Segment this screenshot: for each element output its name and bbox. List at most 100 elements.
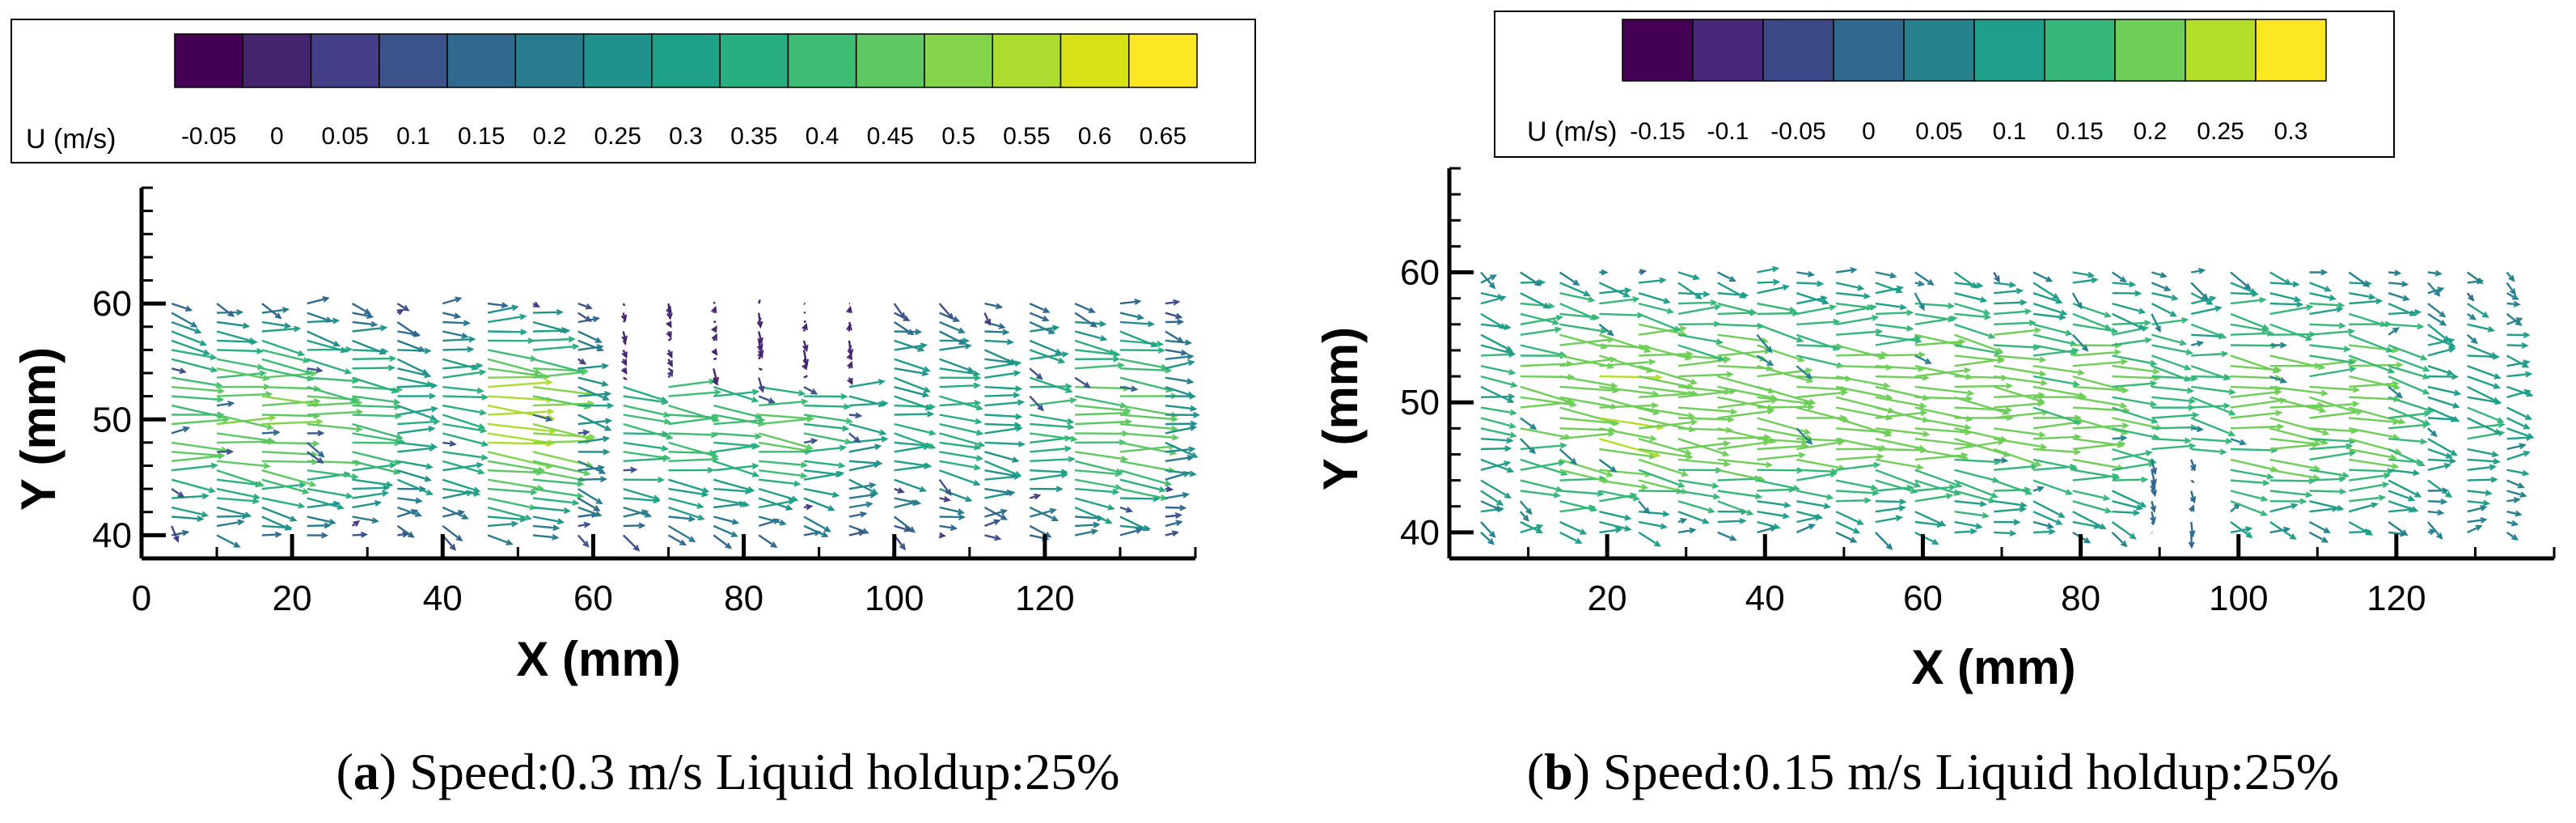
- velocity-vector-head: [1131, 385, 1139, 392]
- velocity-vector: [1165, 426, 1196, 435]
- velocity-vector: [2388, 448, 2425, 467]
- velocity-vector-head: [1829, 304, 1838, 311]
- velocity-vector: [2309, 427, 2357, 433]
- velocity-vector-head: [2077, 369, 2086, 376]
- velocity-vector: [2151, 313, 2161, 332]
- velocity-vector-head: [1863, 292, 1872, 299]
- velocity-vector: [1994, 375, 2046, 384]
- velocity-vector: [2348, 333, 2392, 353]
- velocity-vector-head: [2152, 367, 2160, 375]
- velocity-vector: [1519, 500, 1532, 515]
- velocity-vector-head: [875, 460, 883, 467]
- velocity-vector-head: [227, 401, 235, 408]
- velocity-vector-head: [1542, 302, 1551, 309]
- velocity-vector-head: [1015, 385, 1023, 392]
- velocity-vector-head: [958, 327, 966, 333]
- velocity-vector: [1075, 412, 1129, 416]
- velocity-vector-head: [2239, 439, 2247, 446]
- velocity-vector: [1480, 312, 1506, 329]
- velocity-vector: [216, 371, 265, 379]
- velocity-vector-head: [2079, 392, 2087, 399]
- velocity-vector: [939, 401, 980, 407]
- velocity-vector-head: [958, 338, 967, 345]
- velocity-vector: [2309, 477, 2345, 481]
- velocity-vector-head: [756, 343, 763, 351]
- velocity-vector-head: [1496, 293, 1504, 300]
- velocity-vector-head: [1525, 507, 1533, 515]
- velocity-vector-head: [430, 443, 438, 450]
- velocity-vector: [171, 339, 209, 355]
- velocity-vector-head: [2259, 296, 2267, 303]
- velocity-vector-head: [2290, 503, 2299, 510]
- velocity-vector-head: [974, 400, 982, 406]
- velocity-vector-head: [1832, 344, 1841, 351]
- velocity-vector: [487, 522, 518, 528]
- velocity-vector-head: [2186, 387, 2195, 394]
- velocity-vector-head: [1607, 329, 1614, 337]
- velocity-vector-head: [1182, 491, 1190, 498]
- velocity-vector: [1638, 500, 1650, 514]
- velocity-vector: [2190, 342, 2203, 346]
- colorbar-swatch-b: [1833, 19, 1905, 82]
- velocity-vector-head: [1588, 296, 1596, 303]
- velocity-vector-head: [2422, 366, 2430, 372]
- velocity-vector: [261, 497, 304, 508]
- velocity-vector-head: [1117, 362, 1125, 369]
- velocity-vector: [352, 422, 403, 439]
- velocity-vector: [2151, 396, 2195, 403]
- velocity-vector: [848, 463, 880, 472]
- velocity-vector-head: [2104, 312, 2112, 318]
- velocity-vector-head: [2119, 276, 2127, 283]
- velocity-vector-head: [2150, 401, 2158, 407]
- velocity-vector: [894, 367, 928, 375]
- velocity-vector: [352, 491, 388, 499]
- velocity-vector-head: [581, 367, 589, 375]
- velocity-vector: [984, 451, 1018, 462]
- velocity-vector-head: [1013, 392, 1021, 399]
- velocity-vector-head: [630, 466, 638, 473]
- velocity-vector-head: [387, 364, 395, 371]
- velocity-vector-head: [2189, 464, 2197, 472]
- velocity-vector: [1030, 422, 1073, 429]
- colorbar-tick-label-a: 0.65: [1140, 123, 1186, 150]
- velocity-vector: [2506, 302, 2519, 306]
- velocity-vector: [261, 483, 305, 490]
- velocity-vector: [623, 510, 648, 518]
- velocity-vector: [171, 426, 189, 435]
- velocity-vector: [171, 358, 217, 372]
- velocity-vector-head: [2169, 310, 2177, 317]
- velocity-vector-head: [360, 531, 369, 538]
- velocity-vector: [1994, 310, 2031, 316]
- velocity-vector-head: [457, 509, 466, 516]
- velocity-vector: [2506, 354, 2528, 368]
- colorbar-swatch-b: [2114, 19, 2186, 82]
- velocity-vector: [803, 311, 806, 314]
- velocity-vector: [577, 376, 607, 386]
- velocity-vector: [171, 367, 186, 373]
- velocity-vector: [1717, 500, 1753, 515]
- velocity-vector: [1994, 531, 2016, 535]
- velocity-vector: [1480, 385, 1513, 403]
- velocity-vector: [2269, 302, 2302, 306]
- velocity-vector-head: [993, 519, 1001, 525]
- velocity-vector-head: [316, 457, 324, 465]
- velocity-vector-head: [1590, 506, 1598, 512]
- velocity-vector: [2309, 396, 2357, 414]
- velocity-vector-head: [897, 487, 905, 494]
- velocity-vector-head: [2445, 452, 2453, 459]
- velocity-vector: [1599, 289, 1631, 295]
- velocity-vector-head: [2490, 352, 2498, 358]
- velocity-vector: [758, 312, 762, 327]
- velocity-vector-head: [2150, 516, 2156, 524]
- velocity-vector: [488, 515, 526, 521]
- velocity-vector-head: [1093, 521, 1101, 528]
- velocity-vector: [1119, 312, 1144, 320]
- velocity-vector: [442, 404, 486, 414]
- velocity-vector-head: [1829, 471, 1838, 478]
- caption-b: (b) Speed:0.15 m/s Liquid holdup:25%: [1527, 743, 2339, 800]
- velocity-vector-head: [973, 464, 982, 471]
- velocity-vector: [2506, 282, 2516, 295]
- colorbar-swatch-b: [1973, 19, 2045, 82]
- velocity-vector: [623, 422, 672, 439]
- velocity-vector-head: [1170, 425, 1179, 432]
